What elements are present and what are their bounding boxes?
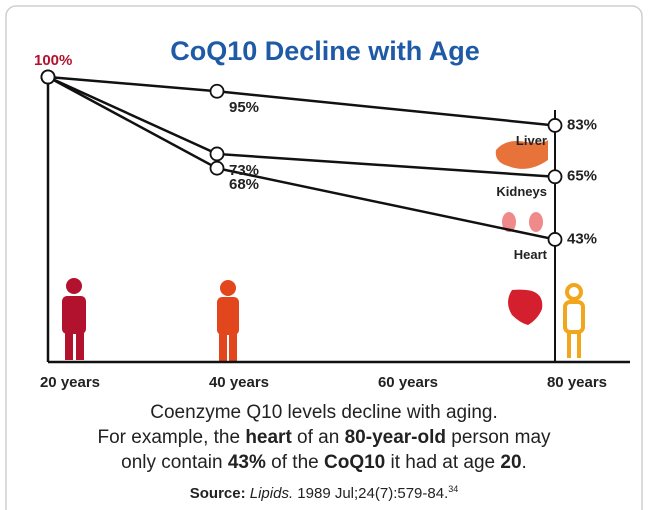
caption-line: Coenzyme Q10 levels decline with aging. xyxy=(0,402,648,424)
source-ref: 1989 Jul;24(7):579-84. xyxy=(293,485,448,502)
caption-bold: CoQ10 xyxy=(324,452,385,473)
mask xyxy=(606,352,630,394)
caption-text: . xyxy=(522,452,527,473)
x-tick-label: 40 years xyxy=(209,374,269,391)
value-label: 83% xyxy=(567,116,597,133)
data-point xyxy=(549,233,562,246)
caption-text: person may xyxy=(446,427,551,448)
data-point xyxy=(549,170,562,183)
caption-text: it had at age xyxy=(385,452,500,473)
source-line: Source: Lipids. 1989 Jul;24(7):579-84.34 xyxy=(0,484,648,502)
page: CoQ10 Decline with Age 20 years 40 years 6… xyxy=(0,0,648,510)
legend-label: Kidneys xyxy=(496,184,547,199)
value-label: 100% xyxy=(34,52,72,69)
caption-bold: 43% xyxy=(228,452,266,473)
data-point xyxy=(211,85,224,98)
data-point xyxy=(211,162,224,175)
data-point xyxy=(211,147,224,160)
caption-text: of the xyxy=(266,452,324,473)
source-journal: Lipids. xyxy=(246,485,294,502)
x-tick-label: 20 years xyxy=(40,374,100,391)
caption-text: of an xyxy=(292,427,345,448)
chart-title: CoQ10 Decline with Age xyxy=(170,36,480,66)
source-note: 34 xyxy=(448,484,458,494)
source-label: Source: xyxy=(190,485,246,502)
data-point xyxy=(42,71,55,84)
data-point xyxy=(549,119,562,132)
value-label: 65% xyxy=(567,168,597,185)
caption-text: Coenzyme Q10 levels decline with aging. xyxy=(150,402,497,423)
legend-label: Heart xyxy=(514,247,548,262)
caption-text: only contain xyxy=(121,452,228,473)
caption-line: only contain 43% of the CoQ10 it had at … xyxy=(0,452,648,474)
value-label: 68% xyxy=(229,176,259,193)
caption-text: For example, the xyxy=(97,427,245,448)
caption-bold: 20 xyxy=(500,452,521,473)
legend-label: Liver xyxy=(516,133,547,148)
caption-bold: heart xyxy=(245,427,291,448)
caption-line: For example, the heart of an 80-year-old… xyxy=(0,427,648,449)
x-tick-label: 80 years xyxy=(547,374,607,391)
value-label: 95% xyxy=(229,99,259,116)
x-tick-label: 60 years xyxy=(378,374,438,391)
value-label: 43% xyxy=(567,230,597,247)
caption-bold: 80-year-old xyxy=(345,427,446,448)
